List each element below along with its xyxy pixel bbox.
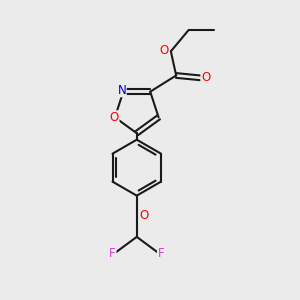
Text: O: O <box>201 71 210 84</box>
Text: O: O <box>160 44 169 57</box>
Text: O: O <box>140 209 149 222</box>
Text: F: F <box>109 247 116 260</box>
Text: F: F <box>158 247 164 260</box>
Text: O: O <box>110 111 119 124</box>
Text: N: N <box>117 84 126 97</box>
